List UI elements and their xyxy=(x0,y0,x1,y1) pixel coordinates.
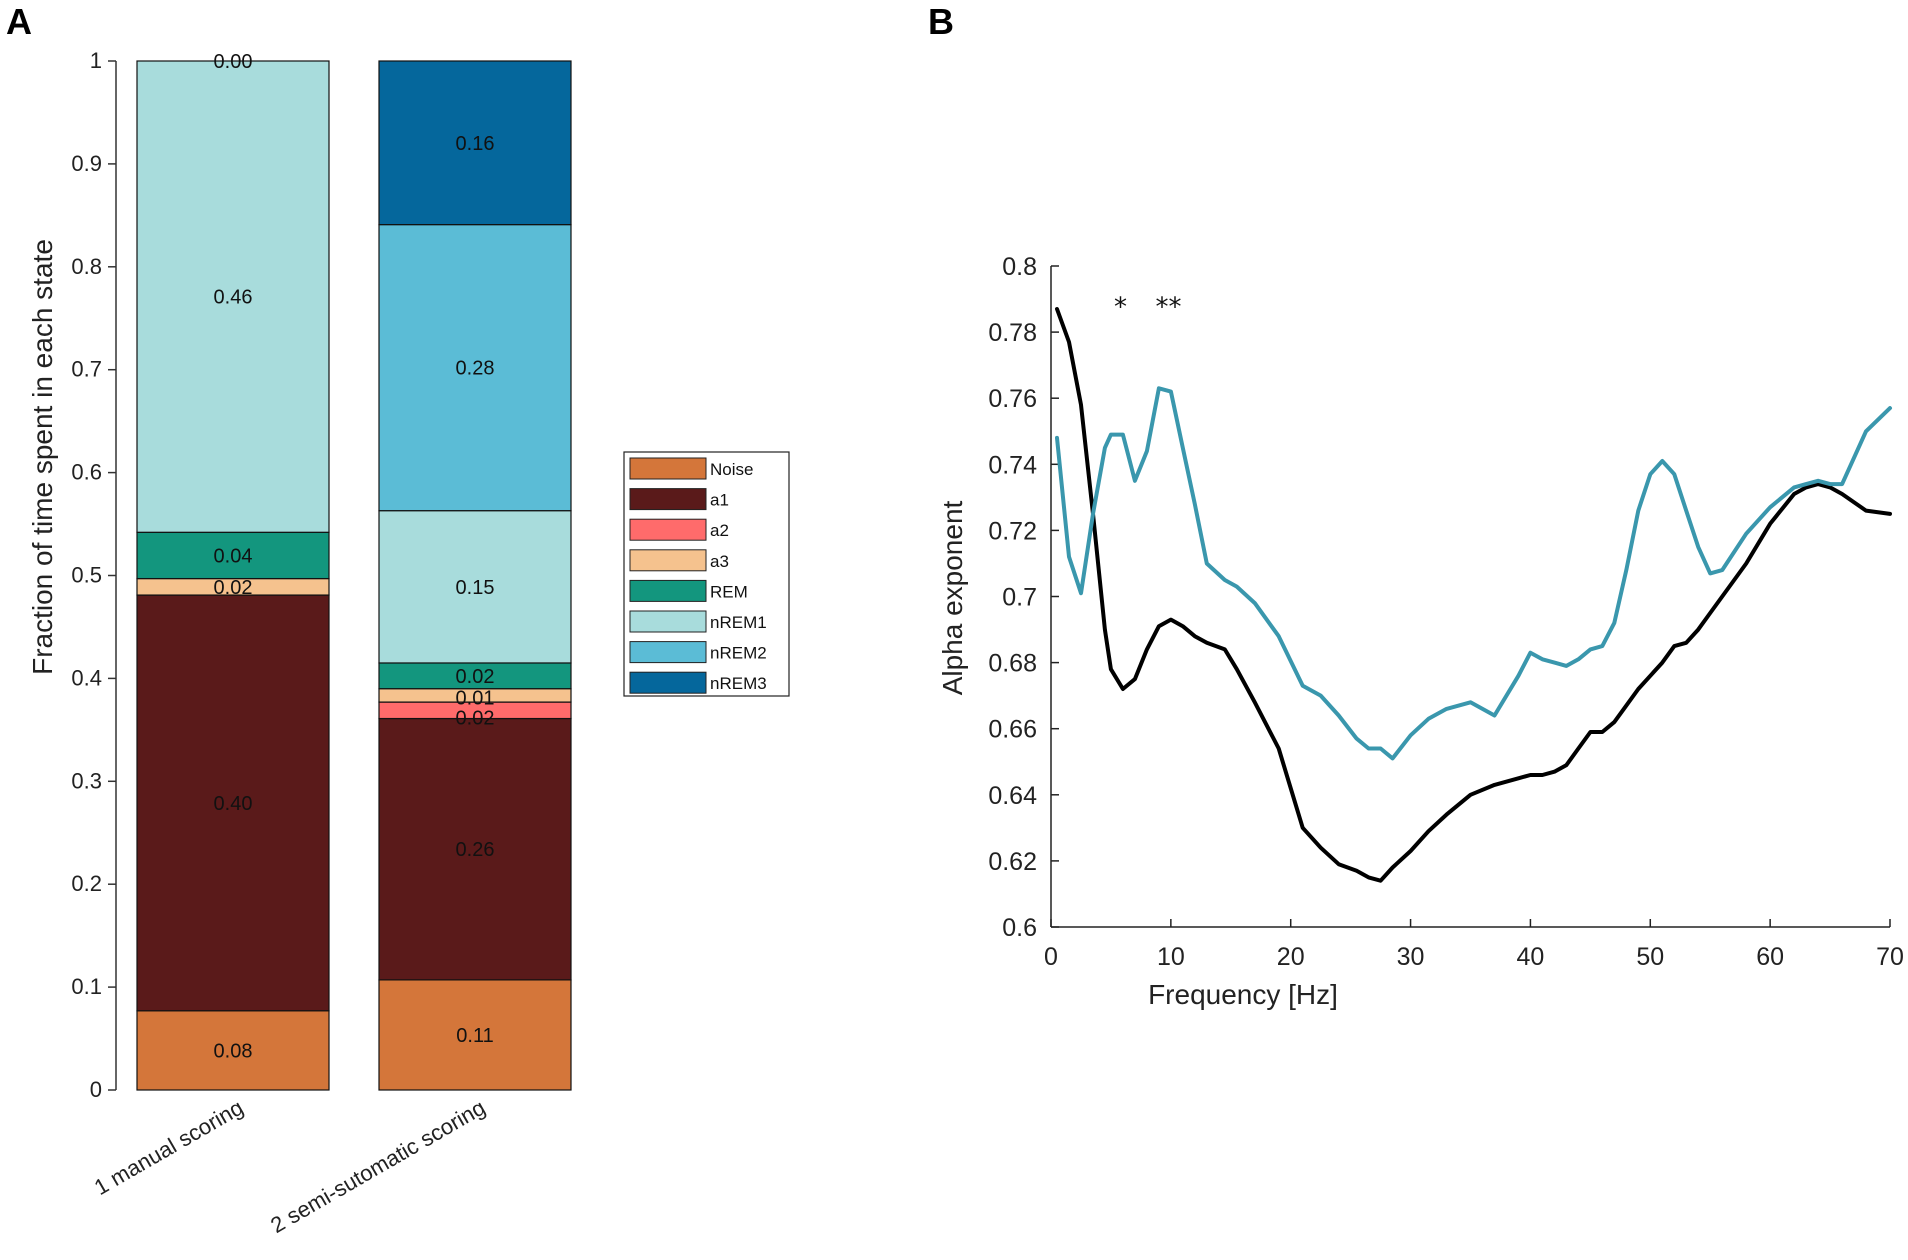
y-tick-label-b-6: 0.72 xyxy=(988,517,1037,545)
y-tick-label-a-10: 1 xyxy=(90,48,102,73)
y-tick-label-a-0: 0 xyxy=(90,1077,102,1102)
legend-label-rem: REM xyxy=(710,582,748,601)
legend: Noise a1 a2 a3 REM nREM1 nREM2 nREM3 xyxy=(623,451,790,697)
y-tick-label-b-9: 0.78 xyxy=(988,319,1037,347)
y-axis-label-a: Fraction of time spent in each state xyxy=(27,239,58,675)
seg-label-2-nrem3: 0.16 xyxy=(456,133,495,155)
legend-swatch-nrem3 xyxy=(629,671,707,694)
x-tick-label-b-7: 70 xyxy=(1876,943,1904,971)
y-tick-label-a-6: 0.6 xyxy=(71,460,102,485)
seg-label-2-a1: 0.26 xyxy=(456,839,495,861)
y-tick-label-b-5: 0.7 xyxy=(1002,584,1037,612)
legend-label-a1: a1 xyxy=(710,491,729,510)
x-tick-label-b-4: 40 xyxy=(1517,943,1545,971)
y-axis-label-b: Alpha exponent xyxy=(937,500,968,695)
seg-label-1-a3: 0.02 xyxy=(214,577,253,599)
legend-swatch-rem xyxy=(629,579,707,602)
legend-swatch-nrem2 xyxy=(629,641,707,664)
y-tick-label-b-8: 0.76 xyxy=(988,385,1037,413)
x-tick-label-a-2: 2 semi-sutomatic scoring xyxy=(266,1095,489,1238)
annotation-0: * xyxy=(1114,293,1127,323)
line-series-black xyxy=(1055,307,1892,883)
x-axis-label-b: Frequency [Hz] xyxy=(1148,979,1338,1010)
y-tick-label-a-8: 0.8 xyxy=(71,254,102,279)
legend-label-a3: a3 xyxy=(710,552,729,571)
y-tick-label-b-1: 0.62 xyxy=(988,848,1037,876)
panel-label-b: B xyxy=(928,1,954,42)
legend-label-a2: a2 xyxy=(710,521,729,540)
x-tick-label-b-6: 60 xyxy=(1756,943,1784,971)
bar-1-rem xyxy=(136,531,330,580)
bar-2-rem xyxy=(378,662,572,690)
legend-swatch-noise xyxy=(629,457,707,480)
y-axis-a: 0 0.1 0.2 0.3 0.4 0.5 0.6 0.7 0.8 0.9 1 xyxy=(71,48,117,1102)
y-tick-label-a-1: 0.1 xyxy=(71,974,102,999)
seg-label-1-noise: 0.08 xyxy=(214,1040,253,1062)
bars-group: 0.080.400.000.020.040.460.000.110.260.02… xyxy=(136,51,572,1091)
legend-label-nrem1: nREM1 xyxy=(710,613,767,632)
y-tick-label-a-3: 0.3 xyxy=(71,768,102,793)
panel-label-a: A xyxy=(6,1,32,42)
y-tick-label-a-4: 0.4 xyxy=(71,665,102,690)
stacked-bar-chart: 0 0.1 0.2 0.3 0.4 0.5 0.6 0.7 0.8 0.9 1 0.08 0.40 0.… xyxy=(27,48,790,1238)
y-tick-label-a-5: 0.5 xyxy=(71,563,102,588)
y-tick-label-a-9: 0.9 xyxy=(71,151,102,176)
bar-1-a1 xyxy=(136,594,330,1012)
seg-label-2-nrem1: 0.15 xyxy=(456,577,495,599)
x-tick-label-b-5: 50 xyxy=(1636,943,1664,971)
annotation-1: ** xyxy=(1155,293,1181,323)
legend-swatch-a2 xyxy=(629,518,707,541)
seg-label-1-rem: 0.04 xyxy=(214,545,253,567)
bar-1-nrem1 xyxy=(136,60,330,533)
x-tick-label-b-0: 0 xyxy=(1044,943,1058,971)
y-tick-label-b-4: 0.68 xyxy=(988,650,1037,678)
legend-label-nrem2: nREM2 xyxy=(710,644,767,663)
x-tick-label-b-2: 20 xyxy=(1277,943,1305,971)
y-tick-label-b-7: 0.74 xyxy=(988,451,1037,479)
legend-swatch-a1 xyxy=(629,488,707,511)
seg-label-2-rem: 0.02 xyxy=(456,666,495,688)
seg-label-1-nrem2: 0.00 xyxy=(214,51,253,73)
line-chart: 0.6 0.62 0.64 0.66 0.68 0.7 0.72 0.74 0.76 0.78 0.… xyxy=(937,253,1904,1010)
legend-swatch-nrem1 xyxy=(629,610,707,633)
bar-2-nrem2 xyxy=(378,224,572,512)
seg-label-2-a3: 0.01 xyxy=(456,687,495,709)
legend-swatch-a3 xyxy=(629,549,707,572)
line-series-teal xyxy=(1055,386,1892,761)
legend-label-nrem3: nREM3 xyxy=(710,674,767,693)
lines-group xyxy=(1055,307,1892,883)
x-tick-labels-a: 1 manual scoring 2 semi-sutomatic scoring xyxy=(90,1095,490,1238)
bar-2-nrem3 xyxy=(378,60,572,226)
seg-label-1-a1: 0.40 xyxy=(214,793,253,815)
y-tick-label-b-3: 0.66 xyxy=(988,716,1037,744)
seg-label-1-nrem1: 0.46 xyxy=(214,287,253,309)
seg-label-2-noise: 0.11 xyxy=(456,1025,493,1047)
y-tick-label-a-7: 0.7 xyxy=(71,357,102,382)
x-tick-label-b-3: 30 xyxy=(1397,943,1425,971)
legend-label-noise: Noise xyxy=(710,460,753,479)
significance-annotations: * ** xyxy=(1114,293,1181,323)
axes-b: 0.6 0.62 0.64 0.66 0.68 0.7 0.72 0.74 0.76 0.78 0.… xyxy=(988,253,1904,971)
x-tick-label-b-1: 10 xyxy=(1157,943,1185,971)
seg-label-2-a2: 0.02 xyxy=(456,708,495,730)
bar-2-nrem1 xyxy=(378,510,572,664)
bar-1-noise xyxy=(136,1010,330,1091)
bar-2-a1 xyxy=(378,717,572,981)
y-tick-label-b-2: 0.64 xyxy=(988,782,1037,810)
x-tick-label-a-1: 1 manual scoring xyxy=(90,1095,248,1200)
seg-label-2-nrem2: 0.28 xyxy=(456,358,495,380)
y-tick-label-b-10: 0.8 xyxy=(1002,253,1037,281)
y-tick-label-a-2: 0.2 xyxy=(71,871,102,896)
y-tick-label-b-0: 0.6 xyxy=(1002,914,1037,942)
